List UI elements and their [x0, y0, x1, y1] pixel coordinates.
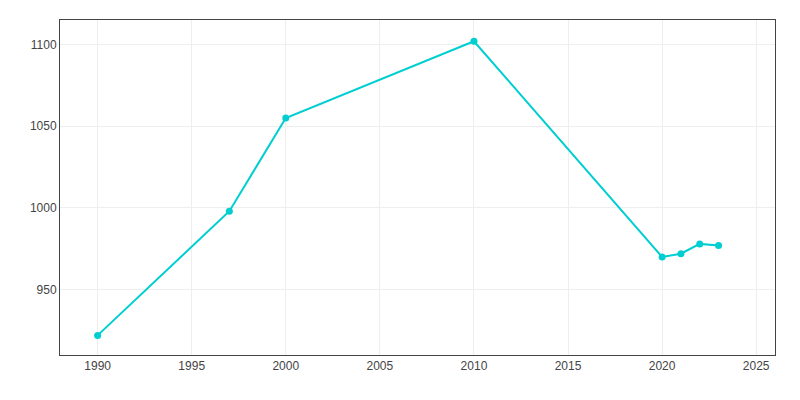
svg-text:2025: 2025	[743, 359, 770, 373]
svg-text:2015: 2015	[555, 359, 582, 373]
svg-text:2020: 2020	[649, 359, 676, 373]
svg-text:1050: 1050	[30, 119, 57, 133]
svg-text:2000: 2000	[272, 359, 299, 373]
svg-text:2010: 2010	[461, 359, 488, 373]
svg-text:950: 950	[37, 283, 57, 297]
svg-text:1000: 1000	[30, 201, 57, 215]
svg-text:1100: 1100	[31, 38, 57, 52]
svg-text:1995: 1995	[178, 359, 205, 373]
svg-text:2005: 2005	[367, 359, 394, 373]
svg-text:1990: 1990	[84, 359, 111, 373]
